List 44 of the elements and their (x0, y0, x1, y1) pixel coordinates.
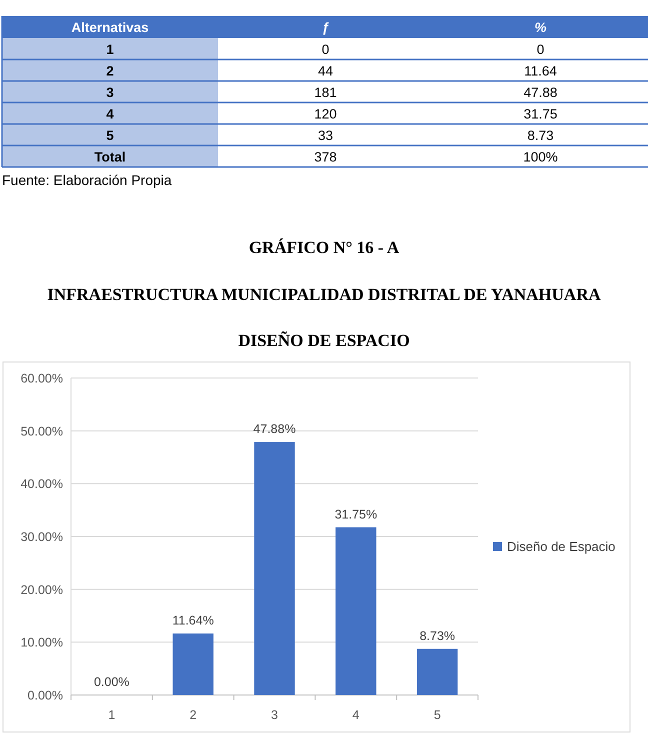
data-label: 11.64 (524, 63, 558, 78)
x-tick-label: 4 (352, 708, 360, 722)
bar (336, 527, 376, 695)
y-tick-label: 0.00% (28, 688, 63, 702)
source-note: Fuente: Elaboración Propia (2, 172, 172, 188)
data-label: 181 (314, 84, 337, 100)
y-tick-label: Total (94, 149, 126, 164)
data-label: 0 (536, 42, 544, 57)
data-label: 8.73% (420, 628, 456, 643)
data-label: 47.88% (253, 422, 296, 436)
data-label: 33 (318, 128, 334, 143)
y-tick-label: 10.00% (20, 636, 63, 650)
y-axis-title: Alternativas (71, 20, 149, 35)
data-label: 47.88 (524, 84, 558, 100)
x-tick-label: 2 (190, 708, 197, 722)
bar (254, 442, 295, 695)
y-tick-label: 30.00% (20, 530, 63, 544)
data-label: 31.75 (524, 106, 558, 122)
text: INFRAESTRUCTURA MUNICIPALIDAD DISTRITAL DE YANAHUARA DISEÑO DE ESPACIO (47, 285, 601, 350)
x-tick-label: 5 (434, 708, 441, 722)
data-label: 44 (318, 63, 334, 78)
bar (416, 648, 458, 695)
data-label: 378 (314, 149, 337, 164)
data-label: 11.64% (172, 614, 214, 628)
x-tick-label: ƒ (322, 20, 330, 35)
y-tick-label: 40.00% (20, 477, 63, 492)
y-tick-label: 1 (106, 42, 114, 57)
x-tick-label: 3 (271, 708, 278, 722)
data-label: 100% (523, 149, 558, 164)
data-label: 31.75% (334, 507, 378, 522)
legend-label: Diseño de Espacio (507, 539, 616, 554)
data-label: 0 (322, 42, 330, 57)
y-tick-label: 20.00% (20, 582, 63, 597)
y-tick-label: 3 (106, 84, 114, 100)
data-label: 120 (314, 106, 337, 122)
y-tick-label: 4 (106, 106, 114, 122)
data-label: 8.73 (527, 128, 554, 143)
bar (172, 634, 214, 695)
y-tick-label: 60.00% (20, 372, 63, 386)
chart-title: GRÁFICO N° 16 - A (248, 238, 400, 257)
y-tick-label: 50.00% (20, 424, 63, 438)
y-tick-label: 5 (106, 128, 114, 143)
y-tick-label: 2 (106, 63, 114, 78)
x-tick-label: % (534, 20, 547, 35)
